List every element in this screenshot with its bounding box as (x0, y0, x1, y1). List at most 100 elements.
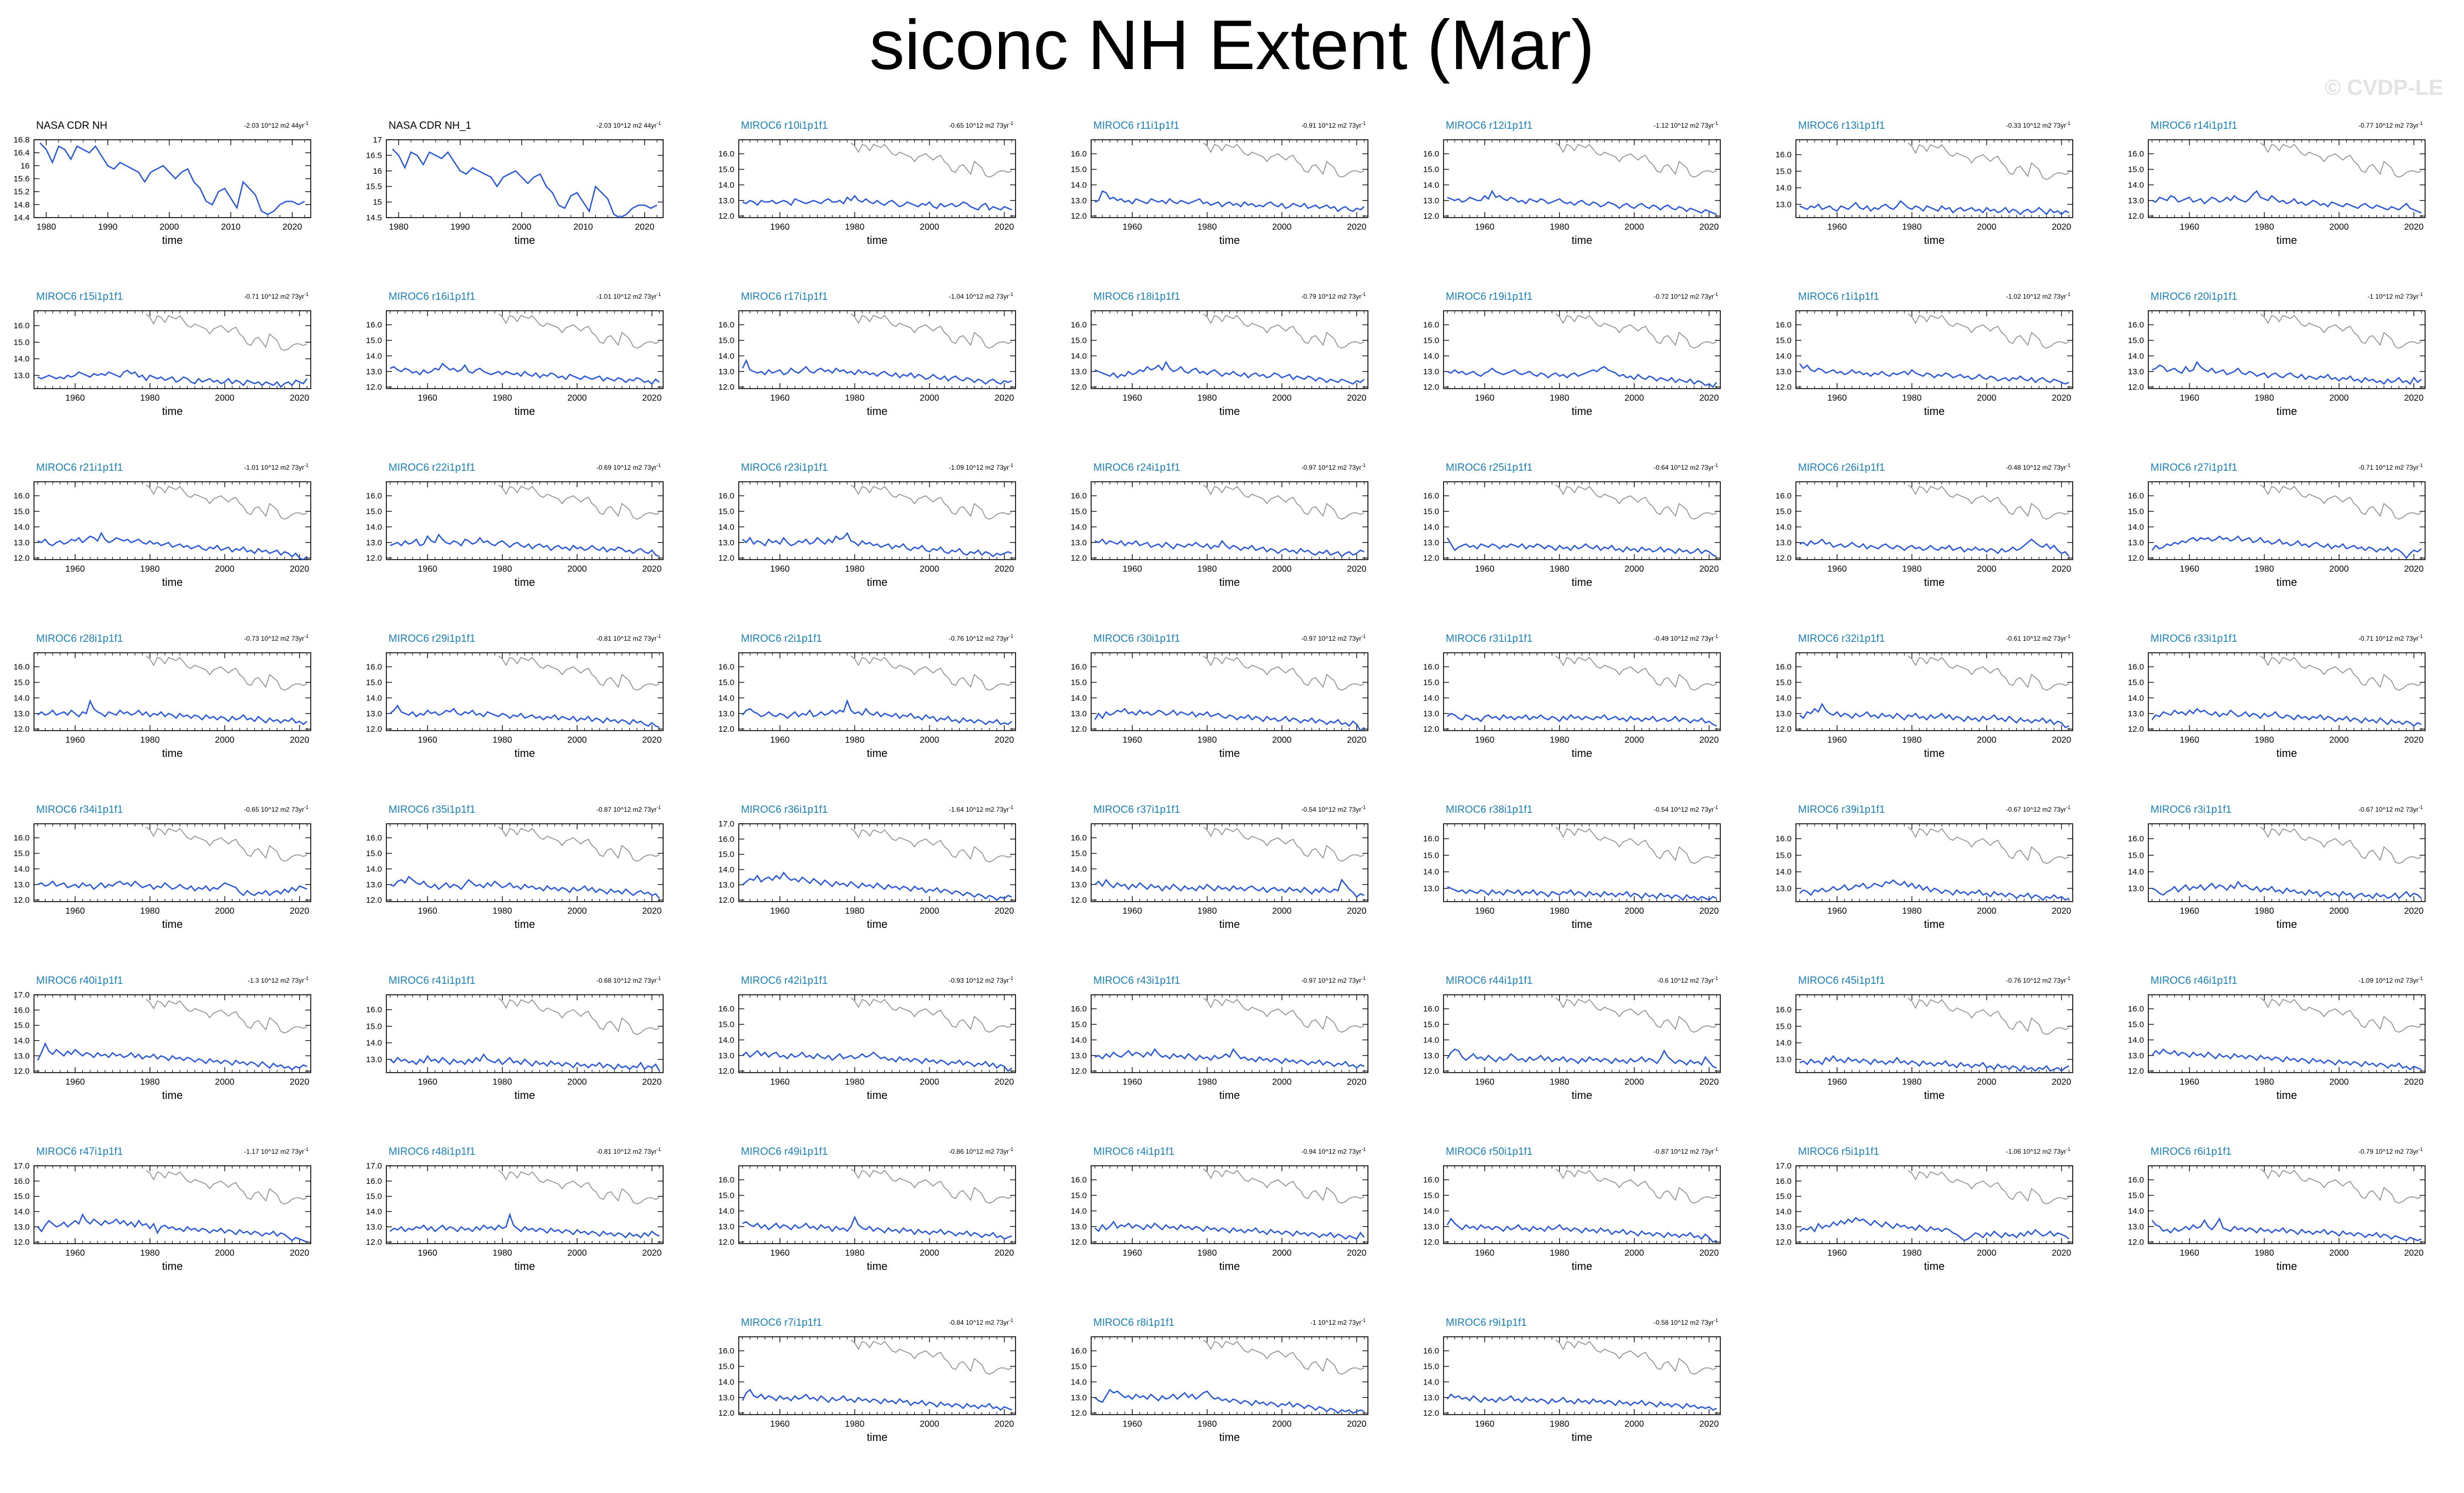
x-tick-label: 2000 (567, 565, 587, 574)
panel-32: MIROC6 r37i1p1f1 -0.54 10^12 m2 73yr-1 196… (1071, 804, 1368, 931)
model-series-line (37, 1042, 307, 1070)
y-tick-label: 12.0 (718, 383, 734, 392)
panel-title: MIROC6 r33i1p1f1 (2151, 633, 2237, 645)
panel-frame (33, 481, 311, 560)
model-series-line (1094, 878, 1365, 898)
x-tick-label: 1980 (1550, 1078, 1570, 1087)
y-tick-label: 13.0 (14, 1051, 30, 1061)
y-tick-label: 16.0 (1776, 492, 1792, 501)
y-tick-label: 13.0 (1071, 1222, 1087, 1232)
x-axis-label: time (867, 919, 888, 931)
panel-34: MIROC6 r39i1p1f1 -0.67 10^12 m2 73yr-1 196… (1776, 804, 2073, 931)
y-tick-label: 12.0 (1423, 383, 1439, 392)
trend-exponent: -1 (1009, 805, 1013, 810)
model-series-line (742, 358, 1012, 385)
panel-42: MIROC6 r46i1p1f1 -1.09 10^12 m2 73yr-1 196… (2128, 975, 2426, 1102)
x-tick-label: 1960 (770, 907, 790, 916)
panel-title: MIROC6 r49i1p1f1 (741, 1146, 828, 1158)
panel-frame (386, 1165, 664, 1244)
y-tick-label: 12.0 (1423, 554, 1439, 563)
panel-frame (1091, 652, 1368, 731)
y-tick-label: 15.0 (1071, 336, 1087, 345)
obs-overlay-line (498, 314, 660, 349)
x-tick-label: 1980 (1197, 1249, 1217, 1258)
panel-title: MIROC6 r1i1p1f1 (1798, 291, 1879, 303)
x-tick-label: 1980 (1197, 565, 1217, 574)
y-tick-label: 14.0 (1423, 1035, 1439, 1045)
panel-37: MIROC6 r41i1p1f1 -0.68 10^12 m2 73yr-1 196… (366, 975, 664, 1102)
minor-ticks (37, 824, 307, 902)
panel-title: MIROC6 r38i1p1f1 (1446, 804, 1532, 816)
x-tick-label: 2020 (995, 223, 1014, 232)
panel-title: MIROC6 r32i1p1f1 (1798, 633, 1885, 645)
panel-26: MIROC6 r31i1p1f1 -0.49 10^12 m2 73yr-1 196… (1423, 633, 1721, 760)
x-tick-label: 1960 (1475, 223, 1495, 232)
y-tick-label: 12.0 (1423, 1067, 1439, 1076)
panel-title: MIROC6 r23i1p1f1 (741, 462, 828, 474)
panel-28: MIROC6 r33i1p1f1 -0.71 10^12 m2 73yr-1 196… (2128, 633, 2426, 760)
y-tick-label: 13.0 (366, 1055, 382, 1064)
trend-exponent: -1 (1009, 1318, 1013, 1323)
x-tick-label: 1980 (140, 1249, 160, 1258)
panel-title: MIROC6 r18i1p1f1 (1093, 291, 1180, 303)
x-axis-label: time (162, 919, 183, 931)
minor-ticks (2152, 482, 2422, 560)
panel-title: MIROC6 r6i1p1f1 (2151, 1146, 2232, 1158)
x-axis-label: time (2277, 748, 2297, 760)
x-tick-label: 1960 (1475, 565, 1495, 574)
y-tick-label: 16.0 (718, 492, 734, 501)
model-series-line (1446, 1048, 1717, 1069)
model-series-line (1799, 1055, 2069, 1072)
x-tick-label: 2020 (2052, 565, 2072, 574)
x-tick-label: 2000 (215, 1078, 235, 1087)
y-tick-label: 16.8 (14, 135, 30, 145)
y-tick-label: 15.0 (366, 1022, 382, 1031)
model-series-line (1799, 703, 2069, 728)
trend-label: -0.91 10^12 m2 73yr-1 (1301, 121, 1366, 129)
trend-exponent: -1 (304, 463, 309, 468)
model-series-line (742, 699, 1012, 726)
y-tick-label: 15.0 (1071, 1191, 1087, 1200)
y-tick-label: 15.0 (1071, 849, 1087, 858)
panel-frame (1443, 481, 1721, 560)
x-tick-label: 1980 (2255, 223, 2274, 232)
y-tick-label: 14.0 (1071, 1035, 1087, 1045)
y-tick-label: 15.0 (366, 336, 382, 345)
minor-ticks (1799, 824, 2069, 902)
model-series-line (1447, 366, 1718, 388)
minor-ticks (1447, 140, 1717, 218)
minor-ticks (742, 1166, 1012, 1244)
panel-title: MIROC6 r14i1p1f1 (2151, 120, 2237, 132)
y-tick-label: 15.0 (1423, 1020, 1439, 1029)
x-tick-label: 2000 (1272, 1420, 1292, 1429)
obs-overlay-line (2260, 998, 2422, 1033)
y-tick-label: 16.0 (1071, 492, 1087, 501)
y-tick-label: 13.0 (718, 1051, 734, 1061)
panel-frame (738, 994, 1016, 1073)
x-tick-label: 1980 (1197, 394, 1217, 403)
x-axis-label: time (1572, 406, 1593, 418)
x-tick-label: 1980 (140, 565, 160, 574)
y-tick-label: 16.0 (366, 1005, 382, 1015)
minor-ticks (1799, 653, 2069, 731)
y-tick-label: 12.0 (718, 1409, 734, 1418)
y-tick-label: 12.0 (718, 554, 734, 563)
y-tick-label: 16.0 (1071, 1176, 1087, 1185)
y-tick-label: 13.0 (366, 538, 382, 548)
x-tick-label: 1960 (1827, 1078, 1847, 1087)
y-tick-label: 13.0 (2128, 538, 2144, 548)
y-tick-label: 13.0 (1423, 538, 1439, 548)
y-tick-label: 13.0 (2128, 1222, 2144, 1232)
x-tick-label: 1980 (493, 1078, 512, 1087)
obs-overlay-line (2260, 827, 2422, 864)
obs-overlay-line (146, 1170, 307, 1205)
y-tick-label: 12.0 (366, 725, 382, 734)
x-tick-label: 1960 (65, 907, 85, 916)
y-tick-label: 13.0 (718, 880, 734, 890)
x-tick-label: 2020 (642, 736, 662, 745)
y-tick-label: 12.0 (1423, 212, 1439, 221)
panel-title: MIROC6 r11i1p1f1 (1093, 120, 1179, 132)
panel-frame (1443, 139, 1721, 218)
y-tick-label: 14.0 (14, 355, 30, 364)
y-tick-label: 14.0 (366, 1039, 382, 1048)
